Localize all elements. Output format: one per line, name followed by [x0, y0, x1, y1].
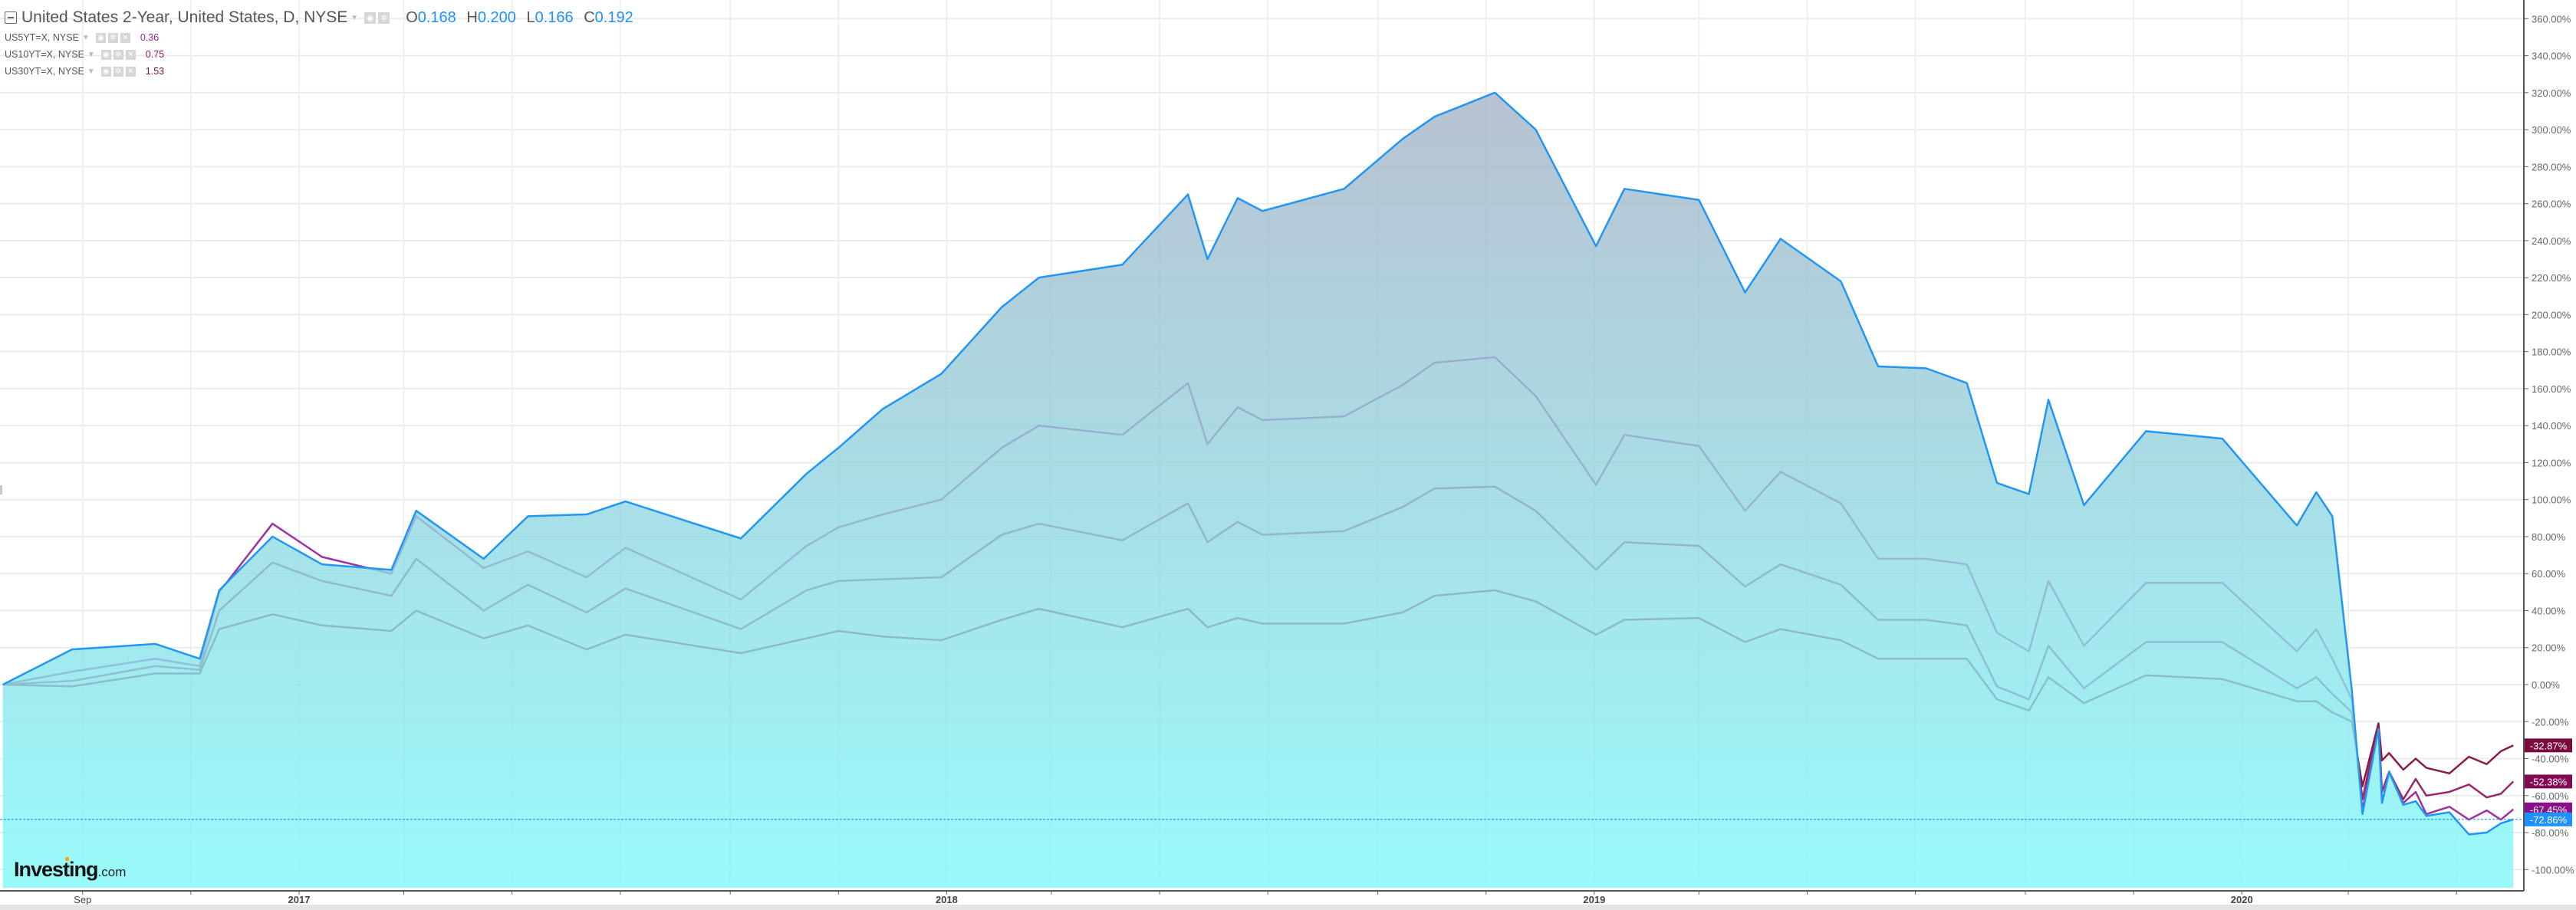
y-tick-label: 220.00%	[2532, 272, 2571, 284]
y-tick-label: 160.00%	[2532, 383, 2571, 395]
y-tick-label: -60.00%	[2532, 790, 2569, 802]
close-label: C	[584, 8, 595, 26]
y-tick-label: 200.00%	[2532, 309, 2571, 320]
y-tick-label: 140.00%	[2532, 420, 2571, 432]
area-series	[0, 91, 2524, 889]
last-value-badge	[2525, 738, 2572, 753]
area-fill-us-2-year	[2, 92, 2514, 889]
drag-handle[interactable]	[0, 485, 2, 494]
gear-icon[interactable]: ✲	[107, 32, 118, 43]
gear-icon[interactable]: ✲	[378, 11, 390, 24]
ohlc-values: O0.168 H0.200 L0.166 C0.192	[400, 9, 633, 27]
comparison-legend-0: US5YT=X, NYSE ▼ ◉ ✲ ✕ 0.36	[5, 29, 633, 46]
chevron-down-icon[interactable]: ▼	[350, 13, 359, 22]
eye-icon[interactable]: ◉	[100, 49, 111, 60]
comparison-value: 0.36	[140, 32, 160, 43]
comparison-value: 0.75	[145, 49, 165, 60]
chevron-down-icon[interactable]: ▼	[87, 67, 95, 76]
x-tick-label: 2017	[288, 894, 311, 905]
open-value: 0.168	[417, 8, 456, 26]
comparison-label: US10YT=X, NYSE	[5, 49, 84, 60]
comparison-value: 1.53	[145, 66, 165, 77]
y-tick-label: -100.00%	[2532, 864, 2574, 876]
high-label: H	[466, 8, 478, 26]
y-tick-label: 60.00%	[2532, 568, 2566, 580]
main-series-legend: United States 2-Year, United States, D, …	[5, 6, 633, 29]
x-tick-label: Sep	[74, 894, 91, 905]
y-tick-label: 340.00%	[2532, 51, 2571, 62]
low-label: L	[526, 8, 535, 26]
y-tick-label: 260.00%	[2532, 199, 2571, 210]
collapse-icon[interactable]	[5, 11, 17, 24]
gear-icon[interactable]: ✲	[113, 49, 123, 60]
eye-icon[interactable]: ◉	[364, 11, 377, 24]
close-icon[interactable]: ✕	[125, 49, 136, 60]
eye-icon[interactable]: ◉	[95, 32, 106, 43]
comparison-label: US5YT=X, NYSE	[5, 32, 79, 43]
last-value-text: -72.86%	[2530, 814, 2568, 826]
last-value-badge	[2525, 812, 2572, 826]
y-tick-label: 0.00%	[2532, 679, 2560, 691]
eye-icon[interactable]: ◉	[100, 66, 111, 77]
x-tick-label: 2019	[1583, 894, 1605, 905]
comparison-legend-1: US10YT=X, NYSE ▼ ◉ ✲ ✕ 0.75	[5, 46, 633, 63]
chevron-down-icon[interactable]: ▼	[87, 50, 95, 59]
chevron-down-icon[interactable]: ▼	[81, 33, 90, 42]
high-value: 0.200	[477, 8, 516, 26]
y-tick-label: 20.00%	[2532, 642, 2566, 654]
main-series-title: United States 2-Year, United States, D, …	[21, 8, 348, 26]
last-value-badge	[2525, 774, 2572, 789]
y-tick-label: 320.00%	[2532, 87, 2571, 99]
last-value-text: -32.87%	[2530, 740, 2568, 751]
close-icon[interactable]: ✕	[120, 32, 130, 43]
y-tick-label: 300.00%	[2532, 124, 2571, 136]
series-line-us-2-year	[2, 91, 2514, 836]
y-tick-label: 180.00%	[2532, 347, 2571, 358]
gear-icon[interactable]: ✲	[113, 66, 123, 77]
y-tick-label: 360.00%	[2532, 13, 2571, 25]
close-value: 0.192	[594, 8, 633, 26]
y-tick-label: 40.00%	[2532, 605, 2566, 616]
y-tick-label: 240.00%	[2532, 235, 2571, 247]
investing-logo: Investing.com	[14, 857, 127, 881]
y-tick-label: 100.00%	[2532, 494, 2571, 506]
open-label: O	[406, 8, 418, 26]
legend: United States 2-Year, United States, D, …	[5, 6, 633, 80]
comparison-label: US30YT=X, NYSE	[5, 66, 84, 77]
comparison-legend-2: US30YT=X, NYSE ▼ ◉ ✲ ✕ 1.53	[5, 63, 633, 80]
x-tick-label: 2018	[936, 894, 958, 905]
x-tick-label: 2020	[2231, 894, 2253, 905]
last-value-text: -52.38%	[2530, 776, 2568, 787]
low-value: 0.166	[535, 8, 574, 26]
y-tick-label: 80.00%	[2532, 531, 2566, 543]
y-tick-label: -40.00%	[2532, 754, 2569, 765]
y-tick-label: -20.00%	[2532, 716, 2569, 728]
y-tick-label: 280.00%	[2532, 161, 2571, 172]
y-tick-label: 120.00%	[2532, 457, 2571, 468]
y-tick-label: -80.00%	[2532, 827, 2569, 839]
bottom-bar	[0, 905, 2576, 910]
close-icon[interactable]: ✕	[125, 66, 136, 77]
last-value-labels: -32.87%-52.38%-67.45%-72.86%	[2525, 738, 2572, 826]
